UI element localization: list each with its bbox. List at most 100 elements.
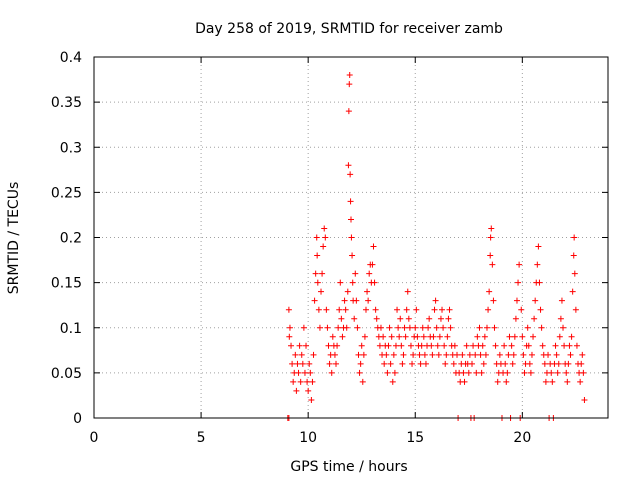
data-point (370, 243, 377, 250)
data-point (564, 378, 571, 385)
data-point (531, 315, 538, 322)
data-point (412, 324, 419, 331)
data-point (384, 369, 391, 376)
data-point (324, 324, 331, 331)
data-point (489, 261, 496, 268)
data-point (479, 342, 486, 349)
data-point (548, 369, 555, 376)
data-point (432, 297, 439, 304)
data-point (385, 342, 392, 349)
data-point (450, 360, 457, 367)
data-point (486, 288, 493, 295)
data-point (535, 243, 542, 250)
y-tick-label: 0.05 (51, 366, 82, 382)
data-point (490, 297, 497, 304)
data-point (579, 351, 586, 358)
data-point (341, 297, 348, 304)
data-point (542, 378, 549, 385)
data-point (518, 306, 525, 313)
data-point (447, 324, 454, 331)
data-point (504, 369, 511, 376)
data-point (441, 342, 448, 349)
data-point (488, 225, 495, 232)
data-point (356, 369, 363, 376)
data-point (558, 297, 565, 304)
x-axis-label: GPS time / hours (290, 459, 407, 475)
data-point (396, 333, 403, 340)
data-point (331, 351, 338, 358)
data-point (314, 252, 321, 259)
data-point (469, 360, 476, 367)
data-point (570, 252, 577, 259)
data-point (409, 360, 416, 367)
x-tick-label: 0 (90, 430, 99, 446)
data-point (511, 333, 518, 340)
data-point (538, 324, 545, 331)
data-point (376, 342, 383, 349)
data-point (527, 369, 534, 376)
data-point (380, 333, 387, 340)
y-axis-label: SRMTID / TECUs (6, 182, 22, 295)
data-point (512, 315, 519, 322)
data-point (446, 306, 453, 313)
data-point (298, 351, 305, 358)
data-point (312, 270, 319, 277)
data-point (369, 261, 376, 268)
data-point (347, 171, 354, 178)
data-point (419, 324, 426, 331)
data-point (487, 234, 494, 241)
data-point (372, 306, 379, 313)
data-point (567, 351, 574, 358)
data-point (563, 369, 570, 376)
data-point (290, 378, 297, 385)
data-point (398, 342, 405, 349)
data-point (334, 342, 341, 349)
data-point (348, 234, 355, 241)
data-point (492, 342, 499, 349)
data-point (373, 315, 380, 322)
data-point (405, 315, 412, 322)
data-point (557, 315, 564, 322)
y-tick-label: 0.35 (51, 95, 82, 111)
data-point (288, 342, 295, 349)
data-point (351, 315, 358, 322)
data-point (431, 306, 438, 313)
data-point (387, 360, 394, 367)
data-point (532, 297, 539, 304)
y-tick-label: 0.1 (60, 321, 82, 337)
data-point (494, 378, 501, 385)
data-point (388, 333, 395, 340)
data-point (553, 351, 560, 358)
data-point (477, 351, 484, 358)
data-point (337, 279, 344, 286)
data-point (421, 351, 428, 358)
data-point (394, 306, 401, 313)
data-point (391, 369, 398, 376)
data-point (304, 378, 311, 385)
data-point (326, 360, 333, 367)
data-point (346, 81, 353, 88)
data-point (472, 351, 479, 358)
data-point (383, 351, 390, 358)
data-point (307, 369, 314, 376)
data-point (509, 360, 516, 367)
data-point (501, 342, 508, 349)
y-tick-label: 0.15 (51, 276, 82, 292)
data-point (430, 333, 437, 340)
data-point (485, 306, 492, 313)
data-point (474, 333, 481, 340)
data-point (572, 306, 579, 313)
data-point (541, 360, 548, 367)
data-point (516, 261, 523, 268)
data-point (445, 315, 452, 322)
data-point (526, 360, 533, 367)
data-point (359, 378, 366, 385)
data-point (397, 315, 404, 322)
data-point (554, 369, 561, 376)
data-point (357, 360, 364, 367)
data-point (439, 306, 446, 313)
data-point (571, 270, 578, 277)
data-point (481, 333, 488, 340)
data-point (571, 234, 578, 241)
